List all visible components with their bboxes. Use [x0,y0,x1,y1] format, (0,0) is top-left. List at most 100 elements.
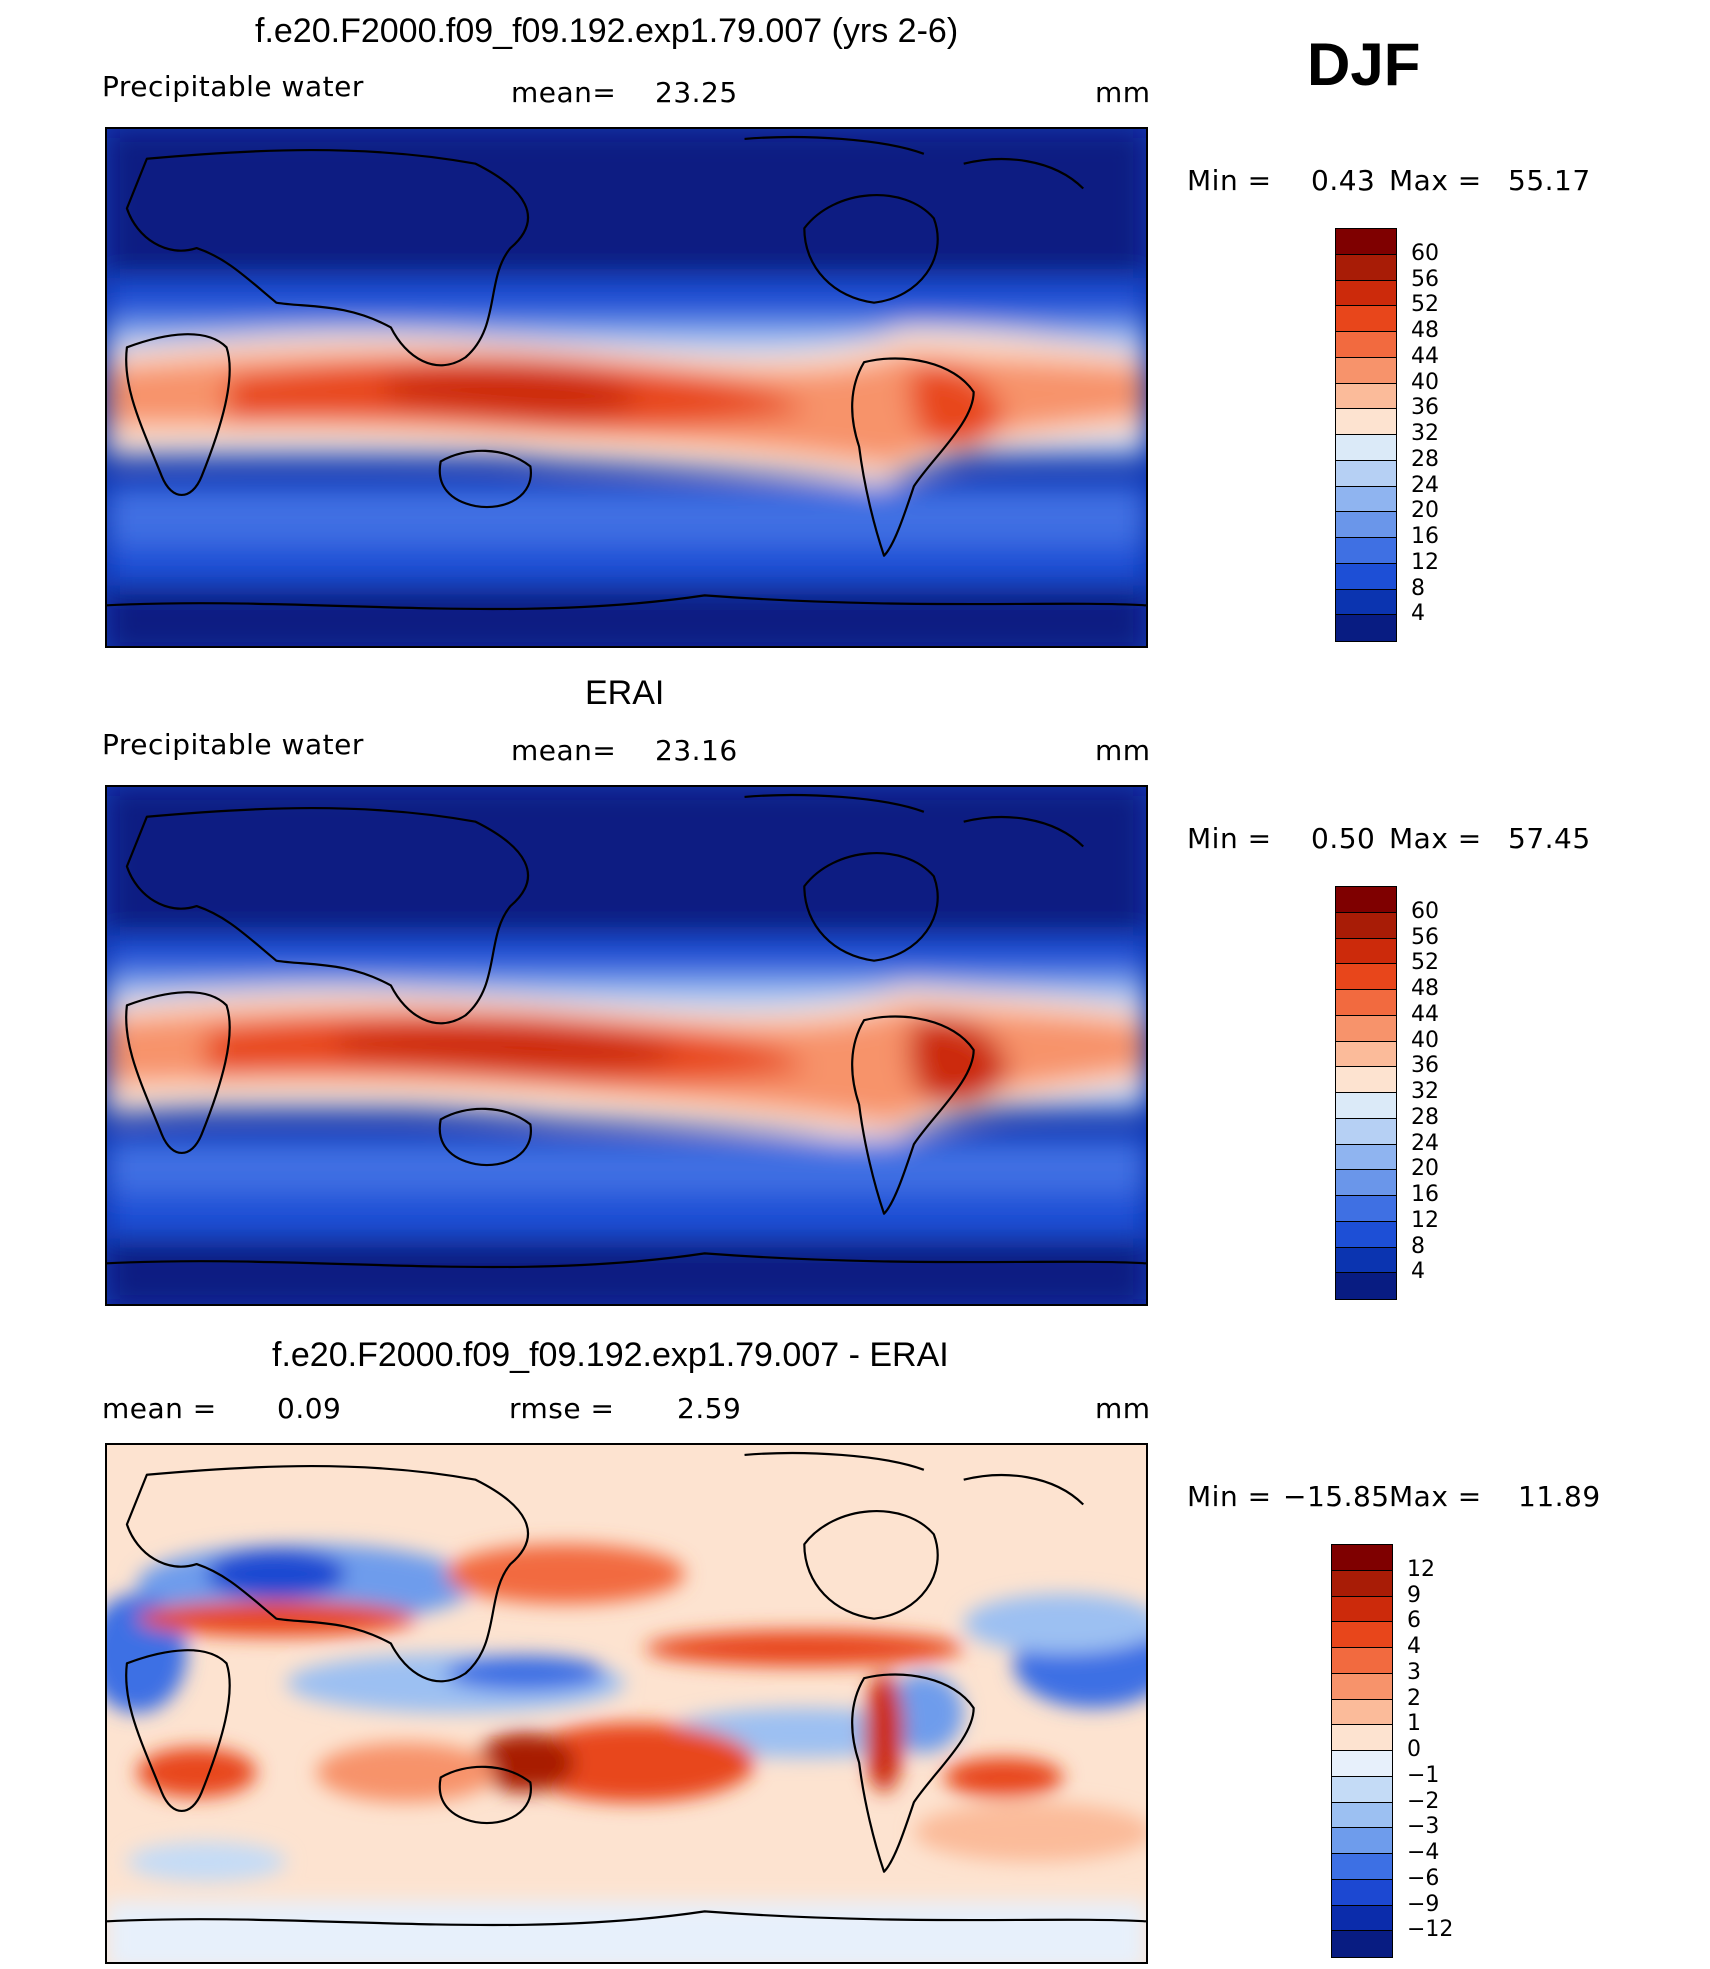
colorbar-segment [1336,229,1396,255]
colorbar-level-label: −2 [1407,1788,1440,1814]
colorbar-level-label: 36 [1411,395,1439,421]
colorbar-segment [1336,383,1396,410]
panel3-difference-field [107,1445,1146,1962]
colorbar-segment [1332,1699,1392,1726]
colorbar-level-label: 60 [1411,898,1439,924]
colorbar-segment [1336,1247,1396,1274]
colorbar-level-label: 24 [1411,472,1439,498]
panel2-max-label: Max = [1389,822,1482,855]
colorbar-level-label: 40 [1411,369,1439,395]
colorbar-segment [1336,1067,1396,1093]
colorbar-segment [1336,254,1396,281]
panel3-map [105,1443,1148,1964]
colorbar-segment [1332,1725,1392,1751]
colorbar-segment [1332,1673,1392,1700]
colorbar-level-label: 0 [1407,1737,1421,1762]
colorbar-segment [1332,1648,1392,1674]
colorbar-segment [1336,538,1396,564]
colorbar-level-label: 28 [1411,446,1439,472]
panel1-precipitable-water-field [107,129,1146,646]
panel3-min-value: −15.85 [1283,1480,1390,1513]
colorbar-segment [1332,1596,1392,1623]
panel3-max-value: 11.89 [1518,1480,1601,1513]
panel2-min-label: Min = [1187,822,1272,855]
colorbar-level-label: 12 [1407,1556,1435,1582]
colorbar-level-label: 56 [1411,924,1439,950]
panel1-units: mm [1095,76,1151,109]
panel2-map [105,785,1148,1306]
colorbar-level-label: 12 [1411,549,1439,575]
panel3-coastlines [107,1452,1146,1927]
panel1-map [105,127,1148,648]
panel3-mean-label: mean = [102,1392,217,1425]
panel3-units: mm [1095,1392,1151,1425]
colorbar-level-label: 52 [1411,292,1439,318]
colorbar-segment [1336,1093,1396,1119]
colorbar-segment [1332,1802,1392,1829]
colorbar-segment [1336,306,1396,332]
colorbar-segment [1336,990,1396,1016]
colorbar-level-label: −3 [1407,1814,1440,1840]
colorbar-segment [1336,912,1396,939]
colorbar-segment [1336,1144,1396,1171]
colorbar-level-label: 40 [1411,1027,1439,1053]
colorbar-level-label: 1 [1407,1711,1421,1737]
colorbar-level-label: 28 [1411,1104,1439,1130]
colorbar-level-label: 48 [1411,318,1439,343]
season-label: DJF [1307,31,1421,98]
colorbar-segment [1336,589,1396,616]
colorbar-level-label: 2 [1407,1685,1421,1711]
colorbar-segment [1332,1828,1392,1854]
colorbar-segment [1336,1196,1396,1222]
colorbar-segment [1336,486,1396,513]
panel2-min-value: 0.50 [1311,822,1376,855]
colorbar-level-label: 44 [1411,343,1439,369]
colorbar-level-label: 44 [1411,1001,1439,1027]
panel1-min-label: Min = [1187,164,1272,197]
colorbar-segment [1336,409,1396,435]
colorbar-segment [1332,1622,1392,1648]
colorbar-level-label: 4 [1411,1259,1425,1285]
colorbar-segment [1336,1015,1396,1042]
panel1-max-label: Max = [1389,164,1482,197]
panel2-max-value: 57.45 [1508,822,1591,855]
panel2-colorbar [1335,886,1397,1300]
colorbar-level-label: −4 [1407,1840,1440,1865]
colorbar-segment [1332,1545,1392,1571]
colorbar-segment [1336,563,1396,590]
panel1-coastlines [107,136,1146,611]
colorbar-level-label: 20 [1411,498,1439,524]
colorbar-segment [1332,1905,1392,1932]
colorbar-level-label: 16 [1411,1182,1439,1207]
colorbar-level-label: 32 [1411,1079,1439,1104]
colorbar-segment [1336,1118,1396,1145]
panel2-variable-label: Precipitable water [102,728,364,761]
colorbar-segment [1336,460,1396,487]
colorbar-level-label: 16 [1411,524,1439,549]
colorbar-level-label: 8 [1411,1233,1425,1259]
panel3-rmse-label: rmse = [509,1392,615,1425]
colorbar-level-label: 9 [1407,1582,1421,1608]
colorbar-level-label: 20 [1411,1156,1439,1182]
panel2-precipitable-water-field [107,787,1146,1304]
panel2-coastlines [107,794,1146,1269]
colorbar-segment [1336,280,1396,307]
colorbar-level-label: 52 [1411,950,1439,976]
panel3-title: f.e20.F2000.f09_f09.192.exp1.79.007 - ER… [272,1336,949,1374]
panel3-max-label: Max = [1389,1480,1482,1513]
colorbar-level-label: 36 [1411,1053,1439,1079]
panel3-colorbar [1331,1544,1393,1958]
panel1-variable-label: Precipitable water [102,70,364,103]
panel1-max-value: 55.17 [1508,164,1591,197]
colorbar-level-label: −6 [1407,1865,1440,1891]
colorbar-level-label: 4 [1411,601,1425,627]
panel3-min-label: Min = [1187,1480,1272,1513]
panel1-mean-label: mean= [511,76,617,109]
colorbar-segment [1332,1879,1392,1906]
colorbar-segment [1336,964,1396,990]
colorbar-level-label: 48 [1411,976,1439,1001]
colorbar-level-label: 12 [1411,1207,1439,1233]
panel1-colorbar [1335,228,1397,642]
panel2-title: ERAI [585,674,665,712]
colorbar-segment [1336,435,1396,461]
